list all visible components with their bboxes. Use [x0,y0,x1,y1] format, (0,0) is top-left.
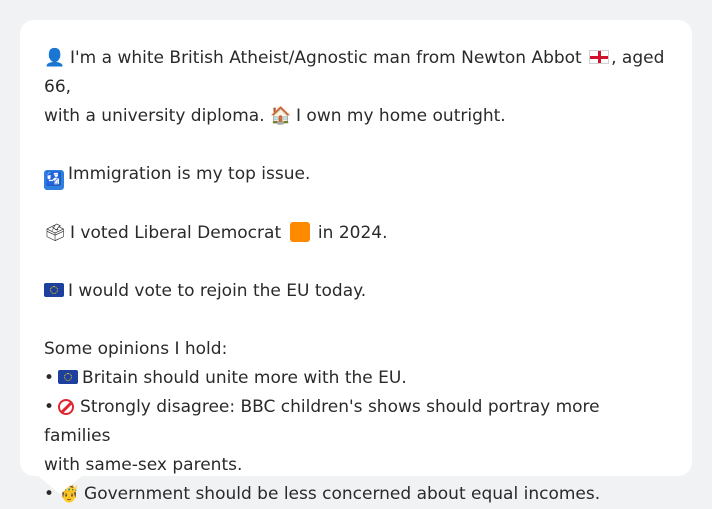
ballot-box-icon: 🗳 [44,223,66,243]
person-icon: 👤 [44,48,66,68]
vote-text: I voted Liberal Democrat [70,223,282,243]
eu-flag-icon [58,370,79,384]
home-text: I own my home outright. [296,106,506,126]
opinion-item: • Strongly disagree: BBC children's shows… [44,393,668,451]
house-icon: 🏠 [270,106,292,126]
eu-paragraph: I would vote to rejoin the EU today. [44,277,668,306]
opinion-item-continuation: with same-sex parents. [44,455,243,475]
eu-flag-icon [44,283,64,297]
bullet: • [44,397,55,417]
top-issue-text: Immigration is my top issue. [68,164,311,184]
eu-vote-text: I would vote to rejoin the EU today. [68,281,367,301]
orange-square-icon [289,222,310,242]
bullet: • [44,484,55,504]
opinion-text: Strongly disagree: BBC children's shows … [44,397,600,446]
identity-age: , aged 66, [44,48,665,97]
vote-paragraph: 🗳 I voted Liberal Democrat in 2024. [44,219,668,248]
bullet: • [44,368,55,388]
profile-message-card: 👤 I'm a white British Atheist/Agnostic ma… [20,20,692,504]
identity-line-1: 👤 I'm a white British Atheist/Agnostic ma… [44,44,668,102]
speech-bubble-tail [38,476,82,494]
passport-control-icon: 🛂 [44,170,64,190]
vote-year-text: in 2024. [317,223,388,243]
opinions-heading: Some opinions I hold: [44,339,228,359]
top-issue-paragraph: 🛂 Immigration is my top issue. [44,160,668,190]
prohibited-icon [58,399,75,415]
education-text: with a university diploma. [44,106,265,126]
opinion-text: Britain should unite more with the EU. [82,368,407,388]
opinion-text: Government should be less concerned abou… [84,484,601,504]
opinions-section: Some opinions I hold: • Britain should un… [44,335,668,509]
identity-text: I'm a white British Atheist/Agnostic man… [70,48,582,68]
identity-paragraph: 👤 I'm a white British Atheist/Agnostic ma… [44,44,668,131]
identity-line-2: with a university diploma. 🏠 I own my hom… [44,102,668,131]
england-flag-icon [589,50,610,64]
opinion-item: • 🤴 Government should be less concerned ab… [44,480,668,509]
opinion-item: • Britain should unite more with the EU. [44,364,668,393]
